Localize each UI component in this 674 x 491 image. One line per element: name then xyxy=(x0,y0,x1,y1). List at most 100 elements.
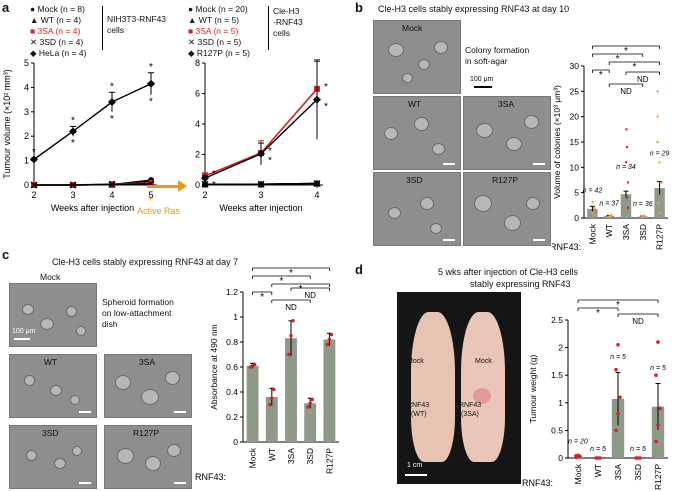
y-tick-label: 0.8 xyxy=(226,337,238,347)
data-point-3SD xyxy=(108,181,116,189)
bar-3SA xyxy=(285,338,297,442)
nd-bracket-label: ND xyxy=(632,317,644,326)
n-label: n = 5 xyxy=(630,446,646,453)
data-dot xyxy=(614,428,618,433)
image-label: R127P xyxy=(133,428,159,438)
sig-bracket-label: * xyxy=(279,276,283,287)
y-tick-label: 1 xyxy=(558,398,563,408)
significance-star: * xyxy=(110,81,114,92)
y-tick-label: 0 xyxy=(574,213,579,223)
x-tick-label: 5 xyxy=(148,190,153,200)
data-point-HeLa xyxy=(69,127,77,136)
legend-text: HeLa (n = 4) xyxy=(38,48,87,58)
spheroid-image-r127p: R127P xyxy=(104,425,192,489)
panel-c-label: c xyxy=(2,247,10,262)
spheroid-image-mock: Mock xyxy=(9,283,97,347)
y-tick-label: 30 xyxy=(570,61,580,71)
data-dot xyxy=(310,397,314,402)
data-dot xyxy=(287,352,291,357)
data-point-3SD xyxy=(201,180,209,188)
data-point-3SD xyxy=(69,181,77,189)
sig-bracket-label: * xyxy=(289,268,293,279)
data-dot xyxy=(624,161,628,164)
square-marker-icon: ■ xyxy=(30,26,36,36)
legend-r127p: ◆ R127P (n = 5) xyxy=(188,48,250,59)
image-label: 3SD xyxy=(406,175,423,185)
diamond-marker-icon: ◆ xyxy=(188,48,195,58)
category-label: 3SD xyxy=(638,224,648,241)
y-tick-label: 0.5 xyxy=(551,425,563,435)
y-tick-label: 0.2 xyxy=(226,412,238,422)
legend-3sa: ■ 3SA (n = 4) xyxy=(30,26,80,36)
sig-bracket-label: * xyxy=(616,300,620,311)
x-tick-label: 4 xyxy=(314,190,319,200)
legend-3sd: ✕ 3SD (n = 5) xyxy=(188,37,241,48)
category-label: R127P xyxy=(324,448,334,474)
mouse-left xyxy=(411,312,455,462)
significance-star: * xyxy=(268,146,272,157)
data-dot xyxy=(308,401,312,406)
y-tick-label: 3 xyxy=(24,107,29,117)
group-label-cleh3: Cle-H3 xyxy=(273,6,300,16)
diamond-marker-icon: ◆ xyxy=(30,48,37,58)
x-tick-label: 3 xyxy=(258,190,263,200)
y-tick-label: 15 xyxy=(570,137,580,147)
n-label: n = 5 xyxy=(590,446,606,453)
data-dot xyxy=(598,456,602,460)
data-point-HeLa xyxy=(147,79,155,88)
data-dot xyxy=(329,332,334,337)
data-dot xyxy=(656,423,660,427)
data-dot xyxy=(654,439,658,444)
bar-R127P xyxy=(651,406,665,458)
spheroid-image-3sd: 3SD xyxy=(9,425,97,489)
sig-bracket-label: * xyxy=(616,54,620,65)
y-tick-label: 8 xyxy=(195,58,200,68)
data-dot xyxy=(252,362,257,367)
significance-star: * xyxy=(149,62,153,73)
data-point-R127P xyxy=(313,95,321,104)
panel-d-title: 5 wks after injection of Cle-H3 cells xyxy=(438,267,579,277)
x-marker-icon: ✕ xyxy=(30,37,38,47)
category-label: 3SD xyxy=(633,464,643,481)
nd-bracket-label: ND xyxy=(637,75,649,84)
data-dot xyxy=(616,412,620,416)
panel-d-bar-chart: 0 0.5 1 1.5 2 2.5 Tumour weight (g) Mock WT 3SA 3S… xyxy=(522,299,668,490)
data-dot xyxy=(638,456,642,460)
image-label: WT xyxy=(408,99,422,109)
image-label: 3SA xyxy=(139,357,156,367)
sig-bracket-label: * xyxy=(299,284,303,295)
y-tick-label: 5 xyxy=(574,188,579,198)
data-point-HeLa xyxy=(108,98,116,107)
data-dot xyxy=(625,196,629,199)
y-tick-label: 0 xyxy=(195,180,200,190)
panel-a-charts: 0 1 2 3 4 5 2 3 4 5 Weeks after injection Tumour vo… xyxy=(2,58,328,213)
data-point-3SD xyxy=(257,180,265,188)
n-label: n = 36 xyxy=(633,201,653,208)
panel-b-bar-chart: 0 5 10 15 20 25 30 Volume of colonies (×10³ μm³… xyxy=(552,45,670,252)
photo-label: (WT) xyxy=(411,411,427,418)
photo-label: (3SA) xyxy=(461,411,479,418)
data-dot xyxy=(327,337,332,342)
y-tick-label: 10 xyxy=(570,162,580,172)
sig-bracket-label: * xyxy=(599,70,603,81)
y-tick-label: 2 xyxy=(24,131,29,141)
group-label-cells: cells xyxy=(273,28,291,38)
significance-star: * xyxy=(149,97,153,108)
data-dot xyxy=(591,211,594,215)
bar-WT xyxy=(265,397,278,442)
y-tick-label: 0.4 xyxy=(226,387,238,397)
x-axis-label: Weeks after injection xyxy=(219,203,302,213)
legend-text: WT (n = 5) xyxy=(198,15,240,25)
group-bracket-line xyxy=(268,6,269,50)
y-tick-label: 1 xyxy=(24,156,29,166)
image-label: WT xyxy=(44,357,58,367)
data-dot xyxy=(656,115,659,118)
data-dot xyxy=(626,181,630,184)
y-tick-label: 2 xyxy=(195,150,200,160)
scale-bar xyxy=(14,338,30,340)
y-axis-label: Absorbance at 490 nm xyxy=(209,324,219,410)
y-tick-label: 6 xyxy=(195,89,200,99)
y-tick-label: 0 xyxy=(233,437,238,447)
data-dot xyxy=(614,367,618,372)
data-dot xyxy=(643,214,646,217)
